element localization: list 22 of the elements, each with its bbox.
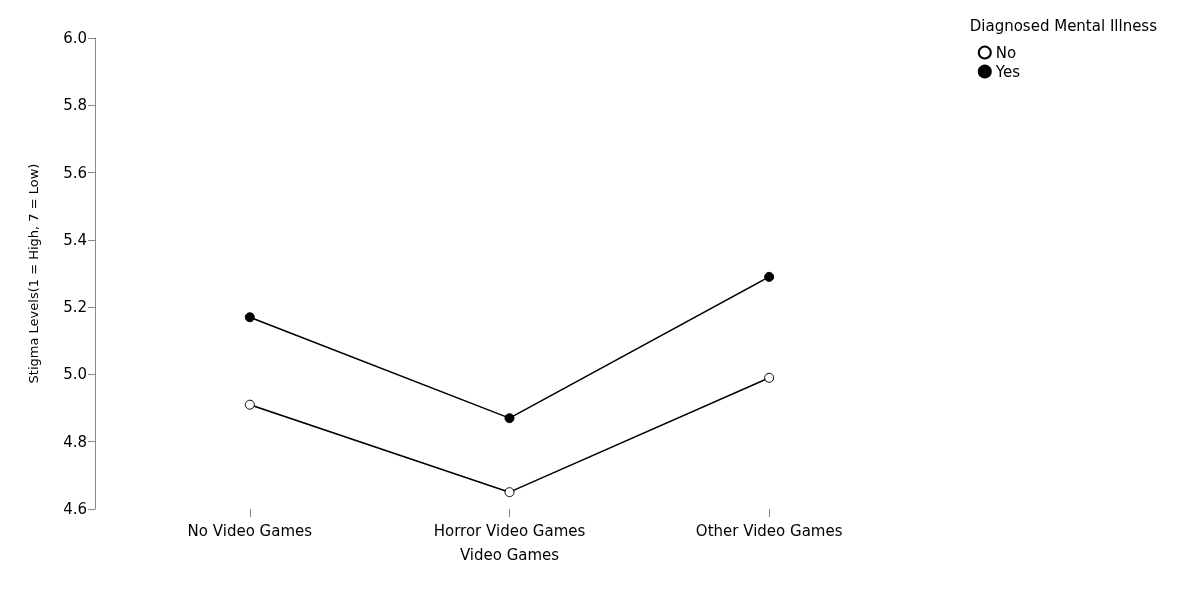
point — [764, 271, 775, 282]
y-tick-label: 4.6 — [63, 500, 87, 518]
x-axis-title: Video Games — [459, 545, 560, 564]
x-tick-label: Other Video Games — [695, 521, 843, 540]
legend-title: Diagnosed Mental Illness — [969, 16, 1158, 35]
x-tick-label: No Video Games — [187, 521, 313, 540]
y-tick-label: 5.2 — [63, 298, 87, 317]
legend-label: Yes — [994, 62, 1021, 81]
point — [504, 487, 515, 498]
x-tick-label: Horror Video Games — [433, 521, 586, 540]
y-tick-label: 6.0 — [63, 29, 87, 47]
y-axis-title: Stigma Levels(1 = High, 7 = Low) — [26, 163, 41, 384]
point — [244, 312, 255, 323]
legend-label: No — [995, 43, 1017, 62]
y-tick-label: 5.6 — [63, 163, 87, 182]
y-tick-label: 5.4 — [63, 230, 87, 249]
point — [764, 372, 775, 383]
y-tick-label: 5.0 — [63, 365, 87, 384]
point — [504, 413, 515, 424]
point — [244, 399, 255, 410]
y-tick-label: 4.8 — [63, 432, 87, 451]
y-tick-label: 5.8 — [63, 96, 87, 115]
